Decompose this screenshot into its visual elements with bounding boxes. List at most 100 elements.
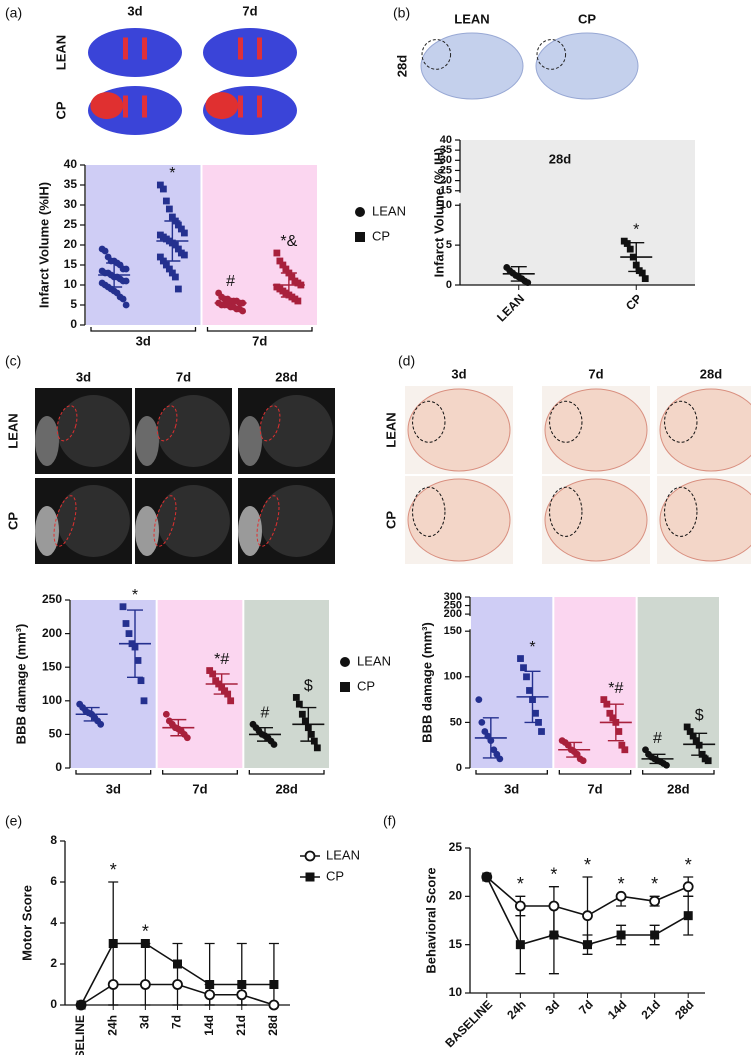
y-tick-label: 30 (64, 197, 78, 211)
data-point (122, 277, 130, 285)
data-point (313, 744, 321, 752)
category-background (86, 165, 201, 325)
x-tick-label: 28d (667, 781, 689, 796)
column-label: LEAN (454, 11, 489, 26)
data-point (649, 895, 661, 907)
data-point (526, 687, 533, 694)
y-axis-label: Infarct Volume (% IH) (431, 148, 446, 278)
data-point (621, 746, 629, 754)
x-tick-label: 3d (136, 333, 151, 348)
data-point (173, 959, 182, 969)
data-point (159, 185, 167, 193)
annotation: *# (608, 680, 623, 697)
mri-tissue (260, 485, 333, 557)
infarct-outline (536, 39, 567, 70)
sd-bar (257, 726, 273, 742)
legend-marker (340, 657, 350, 667)
data-point (294, 297, 302, 305)
data-point (101, 247, 109, 255)
y-tick-label: 0 (50, 997, 57, 1011)
y-tick-label: 50 (49, 727, 63, 741)
data-point (165, 205, 173, 213)
mri-bright (135, 416, 159, 466)
brain-section (88, 28, 182, 77)
y-axis-label: BBB damage (mm³) (419, 622, 434, 743)
column-label: 3d (451, 366, 466, 381)
data-point (298, 710, 306, 718)
y-tick-label: 25 (64, 217, 78, 231)
sd-bar (607, 703, 624, 742)
damage-outline (412, 400, 446, 443)
mri-bright (35, 506, 59, 556)
brain-section (407, 478, 511, 562)
data-point (626, 245, 634, 253)
data-point (650, 930, 660, 940)
data-point (119, 295, 127, 303)
damage-outline (549, 400, 583, 443)
y-tick-label: 10 (449, 985, 463, 999)
category-bracket (558, 770, 632, 775)
sd-bar (691, 732, 708, 756)
column-label: CP (578, 11, 596, 26)
annotation: $ (304, 678, 313, 695)
data-point (683, 911, 693, 921)
data-point (209, 670, 217, 678)
mri-bright (35, 416, 59, 466)
data-point (548, 900, 560, 912)
data-point (76, 1000, 86, 1010)
lesion-outline (53, 495, 77, 547)
x-tick-label: 28d (275, 781, 297, 796)
data-point (162, 197, 170, 205)
mri-tissue (57, 485, 130, 557)
data-point (137, 677, 145, 685)
y-tick-label: 250 (42, 592, 62, 606)
data-point (162, 261, 170, 269)
y-tick-label: 8 (50, 833, 57, 847)
x-tick-label: 7d (587, 781, 602, 796)
data-point (122, 620, 130, 627)
legend-marker (355, 207, 365, 217)
y-tick-label: 5 (446, 239, 452, 251)
data-point (227, 697, 235, 705)
data-point (517, 655, 524, 662)
y-tick-label: 40 (440, 134, 452, 146)
data-point (288, 273, 296, 281)
chart-title: 28d (549, 151, 571, 166)
x-tick-label: 7d (192, 781, 207, 796)
column-label: 7d (242, 3, 257, 18)
data-point (515, 940, 525, 950)
category-bracket (248, 770, 325, 775)
y-tick-label: 200 (42, 626, 62, 640)
data-point (295, 700, 303, 708)
data-point (609, 714, 617, 722)
plot-background (460, 140, 695, 285)
y-axis-label: BBB damage (mm³) (13, 624, 28, 745)
column-label: 3d (76, 369, 91, 384)
sd-bar (280, 272, 297, 298)
sd-bar (222, 298, 239, 308)
x-tick-label: 28d (266, 1015, 280, 1036)
data-point (582, 910, 593, 922)
tissue-detail (257, 37, 262, 60)
data-point (520, 664, 527, 672)
x-tick-label: 14d (202, 1015, 216, 1036)
brain-section (544, 478, 648, 562)
data-point (134, 657, 142, 664)
y-tick-label: 35 (440, 144, 452, 156)
tissue-detail (142, 37, 147, 60)
x-tick-label: 7d (252, 333, 267, 348)
data-point (618, 741, 626, 749)
data-point (171, 241, 179, 249)
x-tick-label: BASELINE (73, 1015, 87, 1055)
tissue-detail (142, 95, 147, 118)
panel-label: (a) (5, 5, 22, 21)
brain-section (535, 32, 639, 100)
data-point (237, 980, 247, 989)
y-tick-label: 10 (440, 199, 452, 211)
data-point (615, 728, 623, 735)
data-point (478, 719, 486, 726)
column-label: 7d (588, 366, 603, 381)
data-point (174, 245, 182, 253)
category-bracket (75, 770, 152, 775)
